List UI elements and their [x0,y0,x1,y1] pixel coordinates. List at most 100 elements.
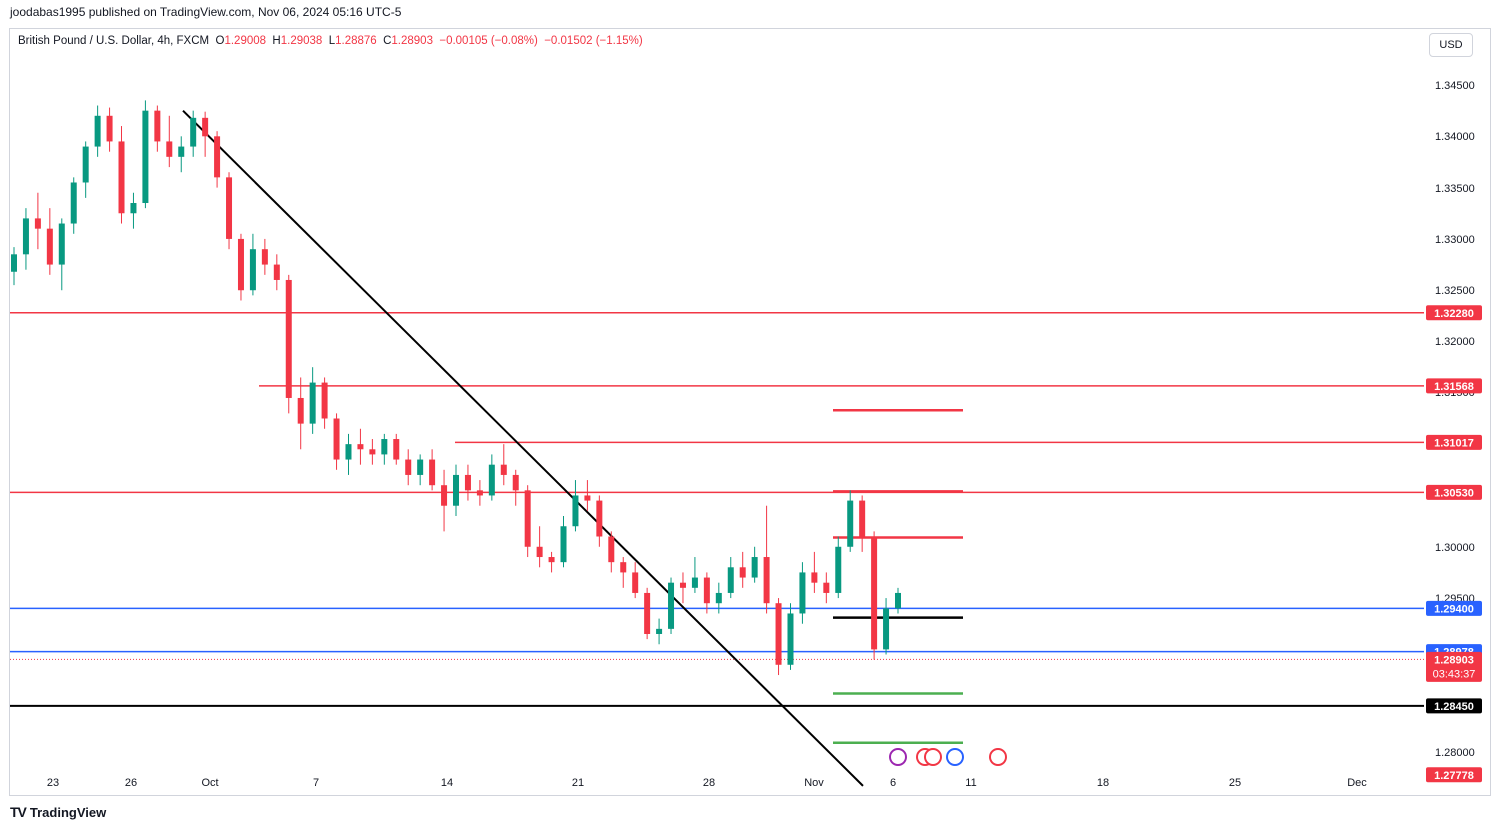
x-tick-label: Dec [1347,777,1367,789]
candle-body [11,254,17,272]
x-tick-label: 23 [47,777,59,789]
candle-body [34,218,41,229]
y-tick-label: 1.32500 [1435,285,1475,297]
candle-body [775,603,782,665]
price-level-label: 1.28450 [1434,701,1474,713]
change-value: −0.00105 (−0.08%) [439,35,538,47]
high-label: H [272,35,281,47]
candle-body [297,397,304,424]
candle-body [46,228,53,265]
candle-body [261,249,268,265]
candle-body [333,418,340,460]
x-tick-label: 11 [965,777,976,789]
candle-body [285,279,292,398]
candle-body [357,444,364,450]
candle-body [524,490,531,547]
brand-footer: TV TradingView [10,804,106,820]
open-value: 1.29008 [224,35,267,47]
x-tick-label: 25 [1229,777,1241,789]
candle-body [727,567,734,593]
price-level-label: 1.31568 [1434,381,1474,393]
brand-name: TradingView [29,804,107,820]
y-tick-label: 1.34500 [1435,80,1475,92]
candle-body [823,582,830,593]
candle-body [130,203,137,214]
candle-body [847,500,854,547]
candle-body [835,546,842,593]
x-tick-label: 28 [703,777,715,789]
price-level-badge [1426,600,1482,616]
candle-body [202,117,209,137]
candle-body [345,444,352,460]
price-level-badge [1426,698,1482,714]
candle-body [584,495,591,501]
y-tick-label: 1.33500 [1435,183,1475,195]
candle-body [321,382,328,419]
open-label: O [215,35,225,47]
candle-body [859,500,866,537]
price-level-label: 1.31017 [1434,437,1474,449]
price-level-badge [1426,484,1482,500]
candle-body [381,439,388,455]
candle-body [656,628,663,634]
candle-body [417,459,424,475]
candle-body [620,562,627,573]
price-level-label: 1.30530 [1434,487,1474,499]
x-tick-label: 26 [125,777,137,789]
candle-body [500,464,507,475]
x-tick-label: 14 [441,777,453,789]
countdown-label: 03:43:37 [1433,668,1476,680]
close-value: 1.28903 [391,35,433,47]
trendline [182,109,864,787]
y-tick-label: 1.34000 [1435,131,1475,143]
candle-body [751,557,758,578]
candle-body [512,474,519,491]
y-tick-label: 1.32000 [1435,336,1475,348]
candle-body [249,249,256,291]
price-level-badge [1426,305,1482,321]
candle-body [82,146,89,183]
candle-body [393,439,400,460]
x-tick-label: Nov [804,777,824,789]
low-value: 1.28876 [335,35,377,47]
candle-body [715,592,722,604]
candle-body [811,572,818,583]
candle-body [895,592,901,609]
candle-body [668,582,675,629]
y-tick-label: 1.30000 [1435,542,1475,554]
price-level-label: 1.32280 [1434,308,1474,320]
candle-body [58,223,65,265]
candle-body [871,536,878,650]
x-tick-label: 7 [313,777,319,789]
candle-body [106,115,113,142]
price-level-label: 1.28903 [1434,654,1474,666]
candle-body [464,474,471,491]
candle-body [488,464,495,496]
y-tick-label: 1.33000 [1435,234,1475,246]
candle-body [679,582,686,588]
x-tick-label: 6 [890,777,896,789]
candle-body [118,141,125,214]
candle-body [763,557,770,604]
tradingview-logo-icon: TV [10,804,27,820]
x-tick-label: Oct [201,777,218,789]
candle-body [178,146,185,157]
candle-body [703,577,710,604]
candle-body [142,110,149,204]
y-tick-label: 1.28000 [1435,747,1475,759]
event-marker-icon [889,748,907,766]
candle-body [883,608,890,650]
publisher-line: joodabas1995 published on TradingView.co… [10,5,402,19]
symbol-legend: British Pound / U.S. Dollar, 4h, FXCM O1… [18,33,643,49]
event-marker-icon [946,748,964,766]
candle-body [799,572,806,614]
candle-body [405,459,412,475]
candle-body [453,474,459,506]
candle-body [226,177,233,239]
currency-button[interactable]: USD [1429,33,1473,57]
price-level-label: 1.27778 [1434,770,1474,782]
candle-body [237,238,244,291]
candle-body [190,117,197,147]
candle-body [691,577,698,588]
